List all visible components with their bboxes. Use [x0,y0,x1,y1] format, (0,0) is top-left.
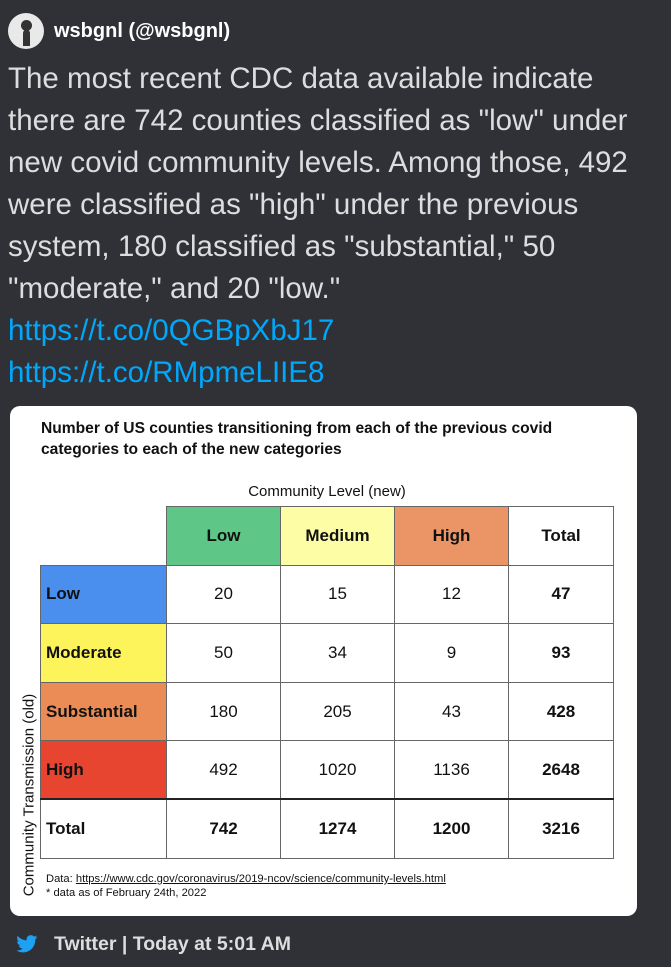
table-cell: 15 [280,564,395,625]
table-cell: 20 [166,564,281,625]
table-corner [41,507,167,566]
row-total-cell: 93 [508,623,614,683]
data-source-footnote: Data: https://www.cdc.gov/coronavirus/20… [46,872,446,900]
row-total-cell: 47 [508,564,614,625]
column-total-cell: 1274 [280,798,395,859]
table-row: High 492 1020 1136 2648 [40,740,614,800]
column-header-medium: Medium [280,506,395,566]
data-source-line: Data: https://www.cdc.gov/coronavirus/20… [46,872,446,886]
embed-footer: Twitter | Today at 5:01 AM [16,929,291,959]
table-cell: 492 [166,740,281,800]
bird-shape [16,935,38,953]
data-as-of: * data as of February 24th, 2022 [46,887,207,899]
tweet-text: The most recent CDC data available indic… [8,58,648,394]
tweet-link-1[interactable]: https://t.co/0QGBpXbJ17 [8,314,335,347]
column-group-label: Community Level (new) [248,483,406,500]
column-total-cell: 742 [166,798,281,859]
table-cell: 1136 [394,740,509,800]
card-title: Number of US counties transitioning from… [41,420,553,458]
avatar[interactable] [8,13,44,49]
row-header-substantial: Substantial [40,681,167,742]
table-row: Moderate 50 34 9 93 [40,623,614,683]
column-header-total: Total [508,506,614,566]
row-header-total: Total [40,798,167,859]
table-cell: 43 [394,681,509,742]
author-row[interactable]: wsbgnl (@wsbgnl) [8,12,230,50]
transition-table: Low Medium High Total Low 20 15 12 47 Mo… [40,506,614,859]
tweet-link-2[interactable]: https://t.co/RMpmeLIIE8 [8,356,325,389]
table-cell: 205 [280,681,395,742]
author-name[interactable]: wsbgnl (@wsbgnl) [54,19,231,42]
column-header-high: High [394,506,509,566]
column-header-low: Low [166,506,281,566]
footer-text: Twitter | Today at 5:01 AM [54,932,291,955]
table-cell: 50 [166,623,281,683]
row-group-label: Community Transmission (old) [20,693,38,897]
data-source-url: https://www.cdc.gov/coronavirus/2019-nco… [75,873,446,885]
embedded-image-card[interactable]: Number of US counties transitioning from… [10,406,637,916]
twitter-bird-icon [16,935,38,953]
table-row: Low 20 15 12 47 [40,564,614,625]
grand-total-cell: 3216 [508,798,614,859]
table-cell: 9 [394,623,509,683]
table-cell: 180 [166,681,281,742]
table-row: Substantial 180 205 43 428 [40,681,614,742]
table-cell: 12 [394,564,509,625]
table-cell: 1020 [280,740,395,800]
table-header-row: Low Medium High Total [41,506,614,566]
tweet-body: The most recent CDC data available indic… [8,62,628,305]
row-total-cell: 428 [508,681,614,742]
row-header-moderate: Moderate [40,623,167,683]
table-cell: 34 [280,623,395,683]
row-header-low: Low [40,564,167,625]
row-total-cell: 2648 [508,740,614,800]
row-header-high: High [40,740,167,800]
column-total-cell: 1200 [394,798,509,859]
table-total-row: Total 742 1274 1200 3216 [40,798,614,859]
data-source-prefix: Data: [46,873,76,885]
